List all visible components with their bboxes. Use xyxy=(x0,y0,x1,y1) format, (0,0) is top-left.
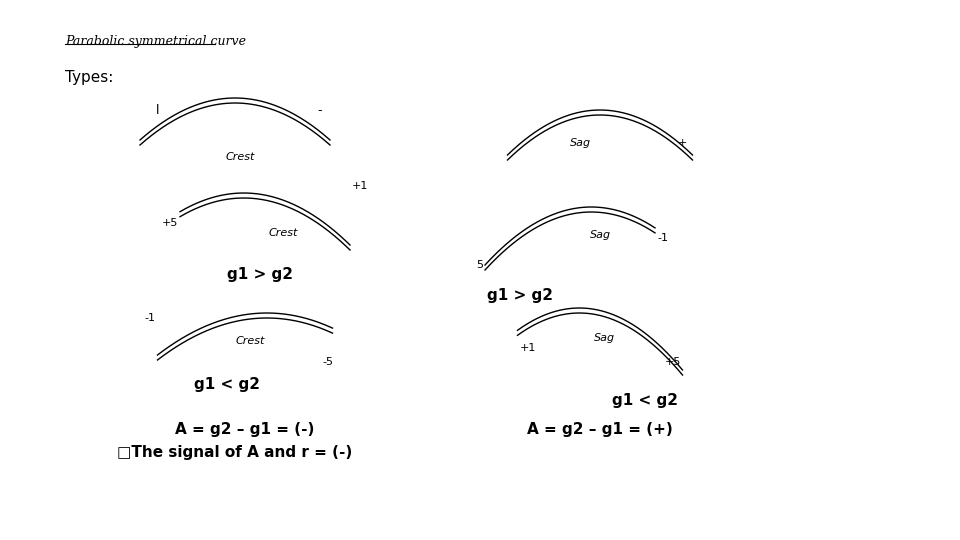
Text: -5: -5 xyxy=(323,357,333,367)
Text: Sag: Sag xyxy=(589,230,611,240)
Text: Crest: Crest xyxy=(226,152,254,162)
Text: +5: +5 xyxy=(161,218,178,228)
Text: □The signal of A and r = (-): □The signal of A and r = (-) xyxy=(117,445,352,460)
Text: +: + xyxy=(678,138,687,148)
Text: +1: +1 xyxy=(519,343,536,353)
Text: Sag: Sag xyxy=(594,333,615,343)
Text: -1: -1 xyxy=(657,233,668,243)
Text: Crest: Crest xyxy=(268,228,298,238)
Text: g1 < g2: g1 < g2 xyxy=(194,377,260,392)
Text: +5: +5 xyxy=(664,357,681,367)
Text: A = g2 – g1 = (+): A = g2 – g1 = (+) xyxy=(527,422,673,437)
Text: g1 > g2: g1 > g2 xyxy=(487,288,553,303)
Text: A = g2 – g1 = (-): A = g2 – g1 = (-) xyxy=(176,422,315,437)
Text: -: - xyxy=(318,104,323,117)
Text: Types:: Types: xyxy=(65,70,113,85)
Text: 5: 5 xyxy=(476,260,483,270)
Text: g1 > g2: g1 > g2 xyxy=(227,267,293,282)
Text: +1: +1 xyxy=(352,181,369,191)
Text: Crest: Crest xyxy=(235,336,265,346)
Text: g1 < g2: g1 < g2 xyxy=(612,393,678,408)
Text: l: l xyxy=(156,104,159,117)
Text: Parabolic symmetrical curve: Parabolic symmetrical curve xyxy=(65,35,246,48)
Text: Sag: Sag xyxy=(569,138,590,148)
Text: -1: -1 xyxy=(145,313,156,323)
